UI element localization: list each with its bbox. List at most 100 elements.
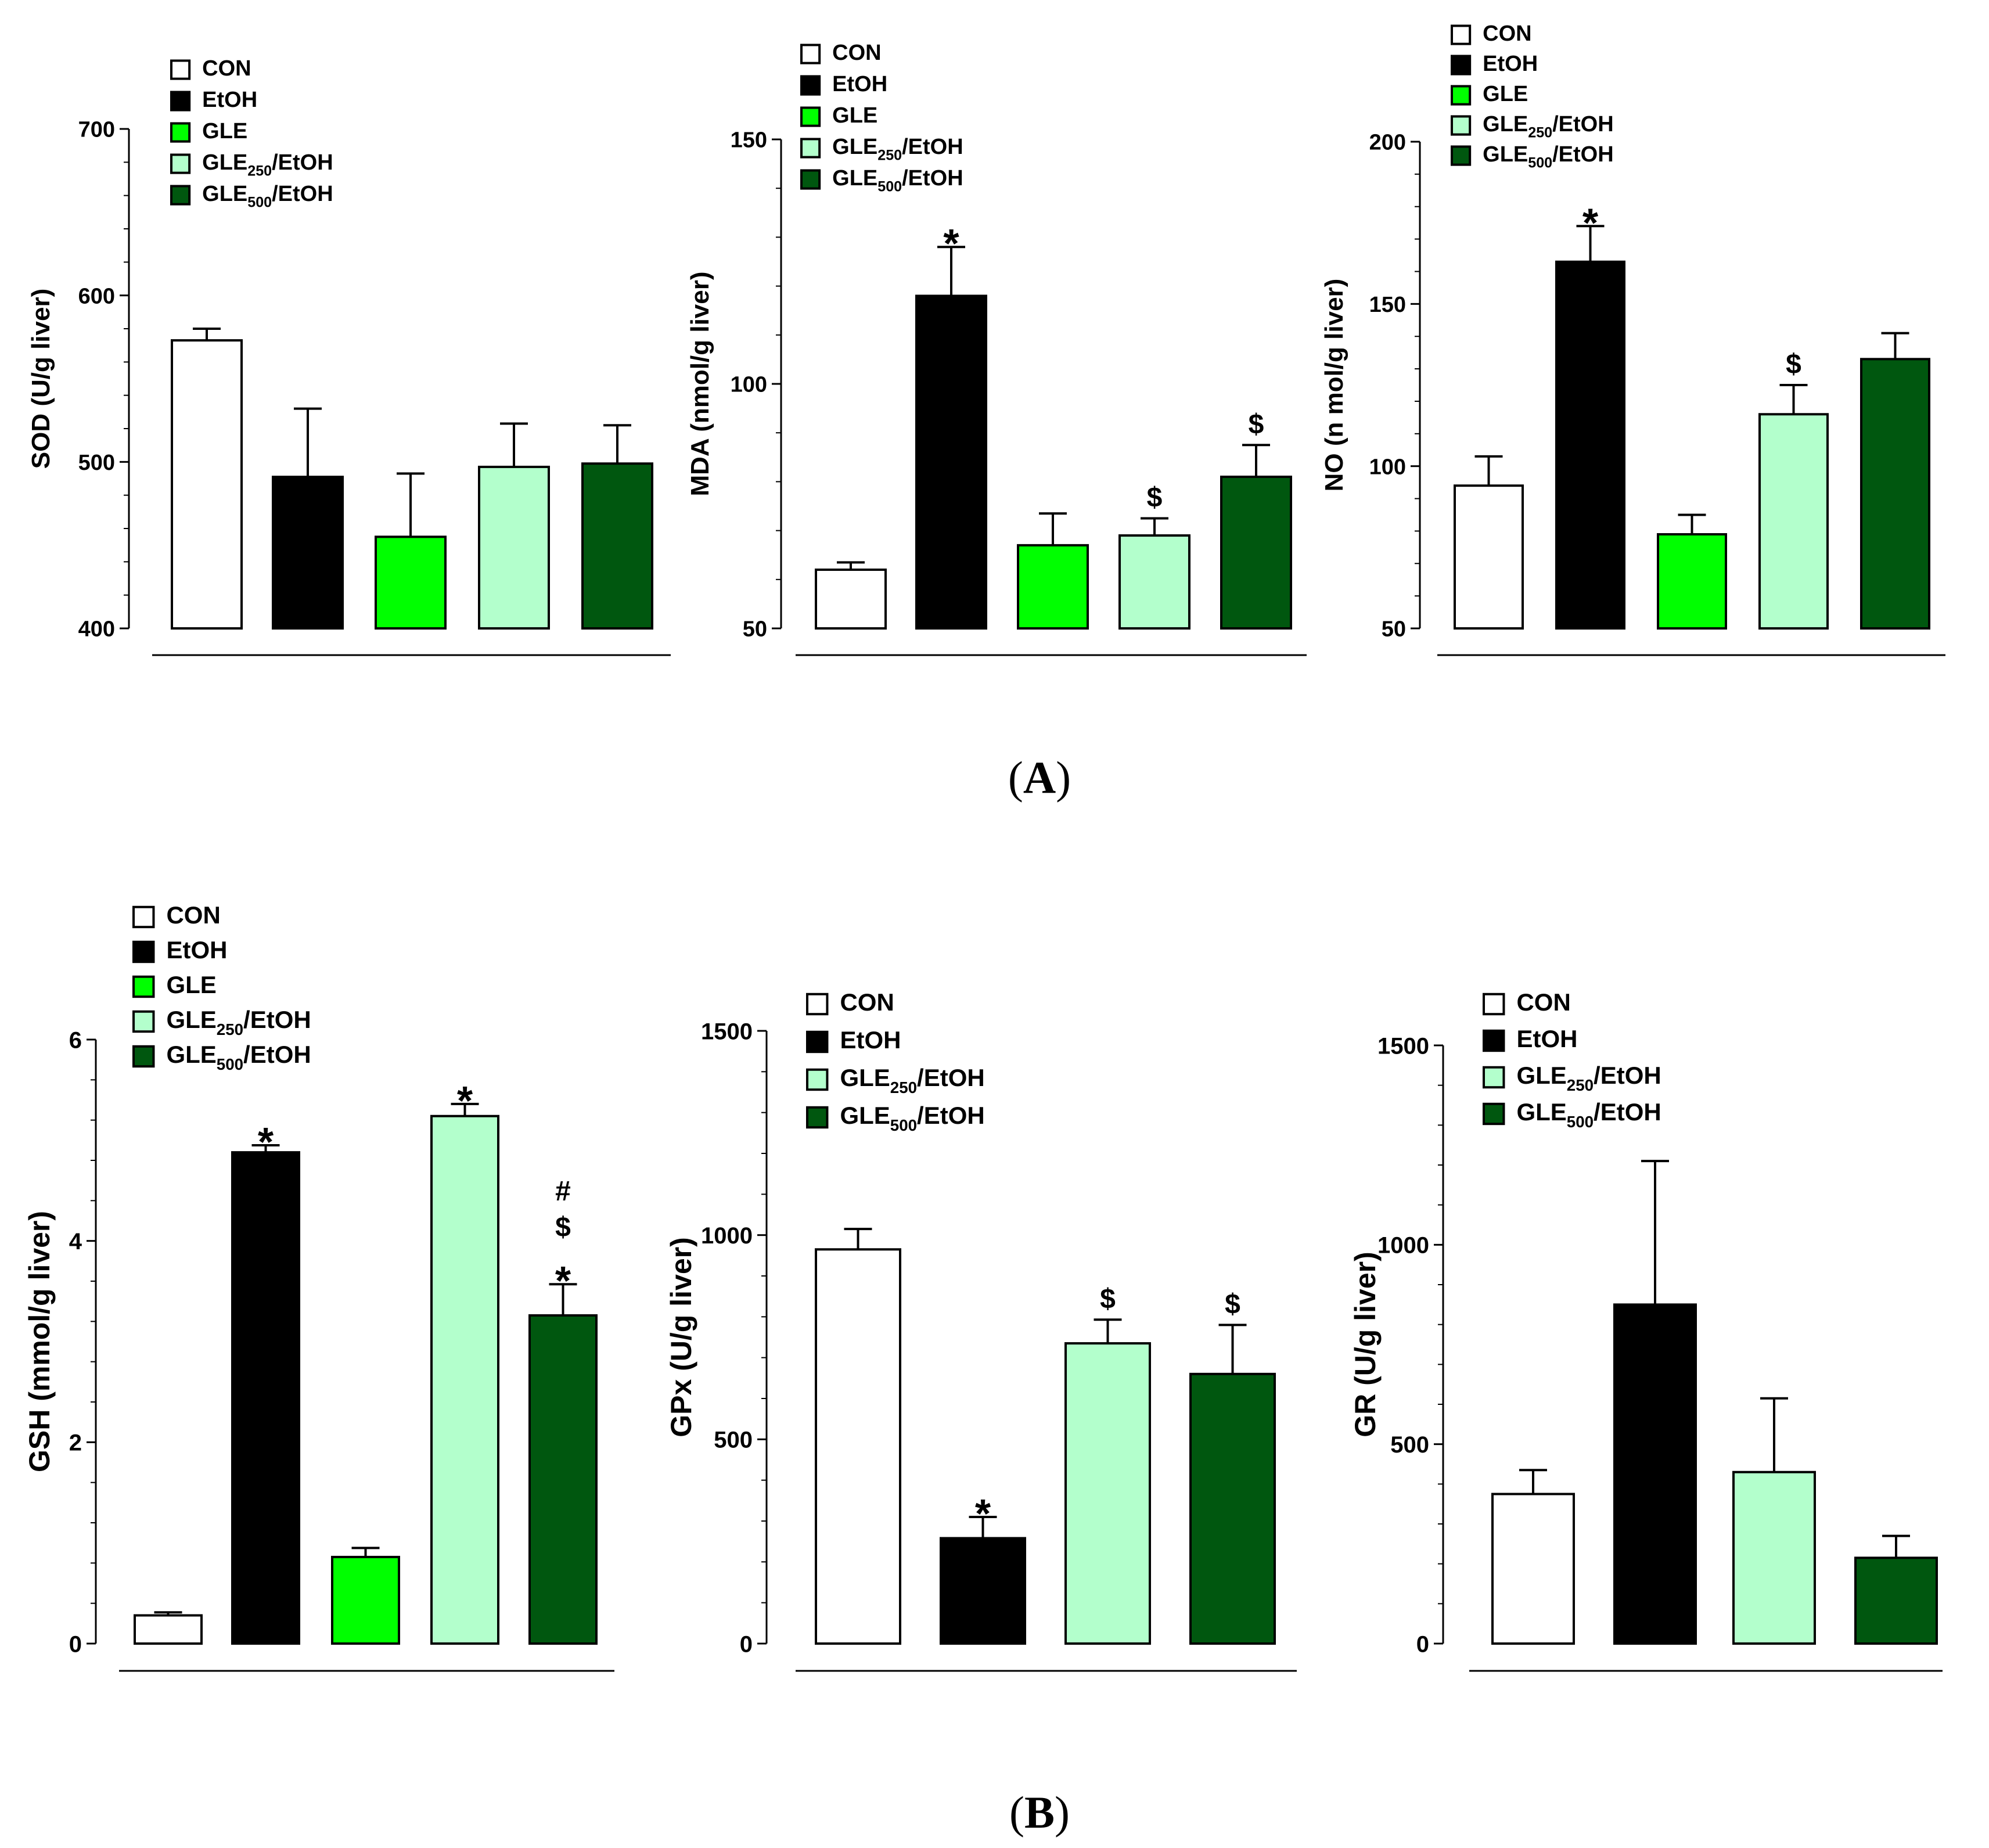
legend-label-gle500: GLE500/EtOH: [1483, 142, 1614, 171]
y-tick-label: 500: [78, 451, 115, 475]
y-tick-label: 4: [69, 1229, 82, 1254]
y-axis-label: NO (n mol/g liver): [1320, 279, 1348, 492]
bar-etoh: [1555, 260, 1625, 630]
legend-swatch-gle250: [170, 153, 191, 174]
legend-label-etoh: EtOH: [166, 936, 227, 963]
bar-etoh: [915, 294, 987, 630]
legend-swatch-gle500: [1483, 1102, 1505, 1126]
legend-label-con: CON: [202, 56, 251, 81]
significance-mark: #: [555, 1176, 571, 1207]
y-axis-label: GSH (mmol/g liver): [23, 1211, 56, 1472]
legend-swatch-etoh: [1483, 1029, 1505, 1052]
y-tick-label: 1000: [1377, 1233, 1429, 1259]
bar-con: [1491, 1493, 1575, 1645]
significance-mark: $: [1249, 409, 1264, 440]
significance-mark: $: [1147, 483, 1163, 513]
y-tick-label: 1500: [1377, 1033, 1429, 1059]
legend-label-gle250: GLE250/EtOH: [166, 1006, 311, 1038]
bar-gle: [1017, 544, 1089, 630]
legend-label-etoh: EtOH: [1483, 52, 1538, 76]
bar-gle250: [1758, 413, 1829, 630]
legend-swatch-con: [132, 905, 155, 929]
bar-gle: [375, 535, 447, 630]
bar-con: [1454, 484, 1524, 630]
bar-con: [171, 339, 243, 630]
bar-gle500: [1854, 1556, 1938, 1645]
legend-swatch-gle: [800, 106, 821, 127]
y-axis-label: GPx (U/g liver): [665, 1237, 697, 1437]
bar-etoh: [231, 1151, 300, 1645]
significance-mark: *: [1582, 200, 1599, 245]
legend-label-gle: GLE: [202, 119, 247, 143]
legend-swatch-gle500: [132, 1045, 155, 1068]
significance-mark: *: [555, 1258, 571, 1303]
significance-mark: *: [457, 1078, 473, 1123]
y-tick-label: 100: [731, 373, 767, 397]
legend-label-gle500: GLE500/EtOH: [840, 1102, 984, 1134]
legend-swatch-con: [1483, 993, 1505, 1016]
significance-mark: $: [1225, 1289, 1240, 1320]
legend-label-etoh: EtOH: [202, 88, 257, 112]
legend-label-con: CON: [166, 901, 220, 929]
legend-swatch-etoh: [1451, 55, 1472, 75]
legend-label-etoh: EtOH: [840, 1026, 901, 1054]
y-tick-label: 500: [1390, 1432, 1429, 1458]
bar-con: [134, 1614, 203, 1645]
y-tick-label: 600: [78, 284, 115, 308]
bar-etoh: [940, 1537, 1026, 1645]
legend-swatch-gle500: [1451, 145, 1472, 166]
legend-label-gle250: GLE250/EtOH: [832, 135, 963, 164]
legend-label-gle250: GLE250/EtOH: [1483, 112, 1614, 141]
chart-gr: 0 500 1000 1500 GR (U/g liver) CON EtOH GLE250/…: [1349, 988, 1943, 1672]
y-tick-label: 6: [69, 1027, 82, 1053]
bar-etoh: [272, 476, 344, 630]
legend-label-gle500: GLE500/EtOH: [832, 166, 963, 195]
legend-swatch-con: [1451, 24, 1472, 45]
legend-swatch-con: [170, 59, 191, 80]
legend-label-gle: GLE: [832, 103, 877, 128]
legend-swatch-con: [800, 44, 821, 64]
legend-label-gle500: GLE500/EtOH: [1516, 1098, 1661, 1131]
bar-gle500: [528, 1314, 598, 1645]
bar-gle: [1657, 533, 1727, 630]
y-tick-label: 200: [1369, 131, 1406, 155]
chart-sod: 400 500 600 700 SOD (U/g liver) CON EtOH GLE GLE…: [27, 56, 671, 656]
y-tick-label: 0: [1416, 1631, 1429, 1657]
bar-gle250: [478, 465, 550, 630]
legend-swatch-gle250: [1451, 115, 1472, 136]
y-tick-label: 1500: [701, 1019, 753, 1044]
significance-mark: $: [555, 1212, 571, 1243]
bar-con: [815, 568, 887, 630]
significance-mark: $: [1100, 1283, 1116, 1314]
legend-swatch-gle250: [132, 1010, 155, 1033]
bar-con: [815, 1248, 901, 1645]
legend-swatch-gle250: [800, 138, 821, 159]
significance-mark: *: [258, 1119, 274, 1164]
legend-label-con: CON: [1516, 988, 1570, 1016]
legend-swatch-con: [806, 993, 829, 1016]
panel-label-a: (A): [1008, 752, 1071, 803]
y-tick-label: 150: [731, 128, 767, 153]
bar-gle250: [1732, 1471, 1816, 1645]
bar-gle500: [581, 462, 653, 630]
legend-label-etoh: EtOH: [1516, 1025, 1577, 1052]
bar-gle500: [1860, 358, 1930, 630]
bar-etoh: [1613, 1303, 1697, 1645]
panel-label-b: (B): [1009, 1787, 1070, 1838]
legend-label-gle: GLE: [1483, 82, 1528, 106]
y-tick-label: 50: [1382, 617, 1406, 642]
legend-swatch-gle250: [806, 1068, 829, 1091]
y-tick-label: 1000: [701, 1223, 753, 1249]
y-axis-label: GR (U/g liver): [1349, 1252, 1382, 1437]
legend-label-gle250: GLE250/EtOH: [840, 1064, 984, 1096]
legend-swatch-gle: [170, 122, 191, 143]
bar-gle500: [1220, 475, 1292, 630]
legend-label-etoh: EtOH: [832, 72, 887, 96]
significance-mark: *: [975, 1491, 991, 1536]
legend-label-con: CON: [832, 41, 881, 65]
y-tick-label: 100: [1369, 455, 1406, 479]
significance-mark: $: [1786, 349, 1801, 380]
y-tick-label: 500: [714, 1428, 753, 1453]
legend-swatch-etoh: [800, 75, 821, 96]
